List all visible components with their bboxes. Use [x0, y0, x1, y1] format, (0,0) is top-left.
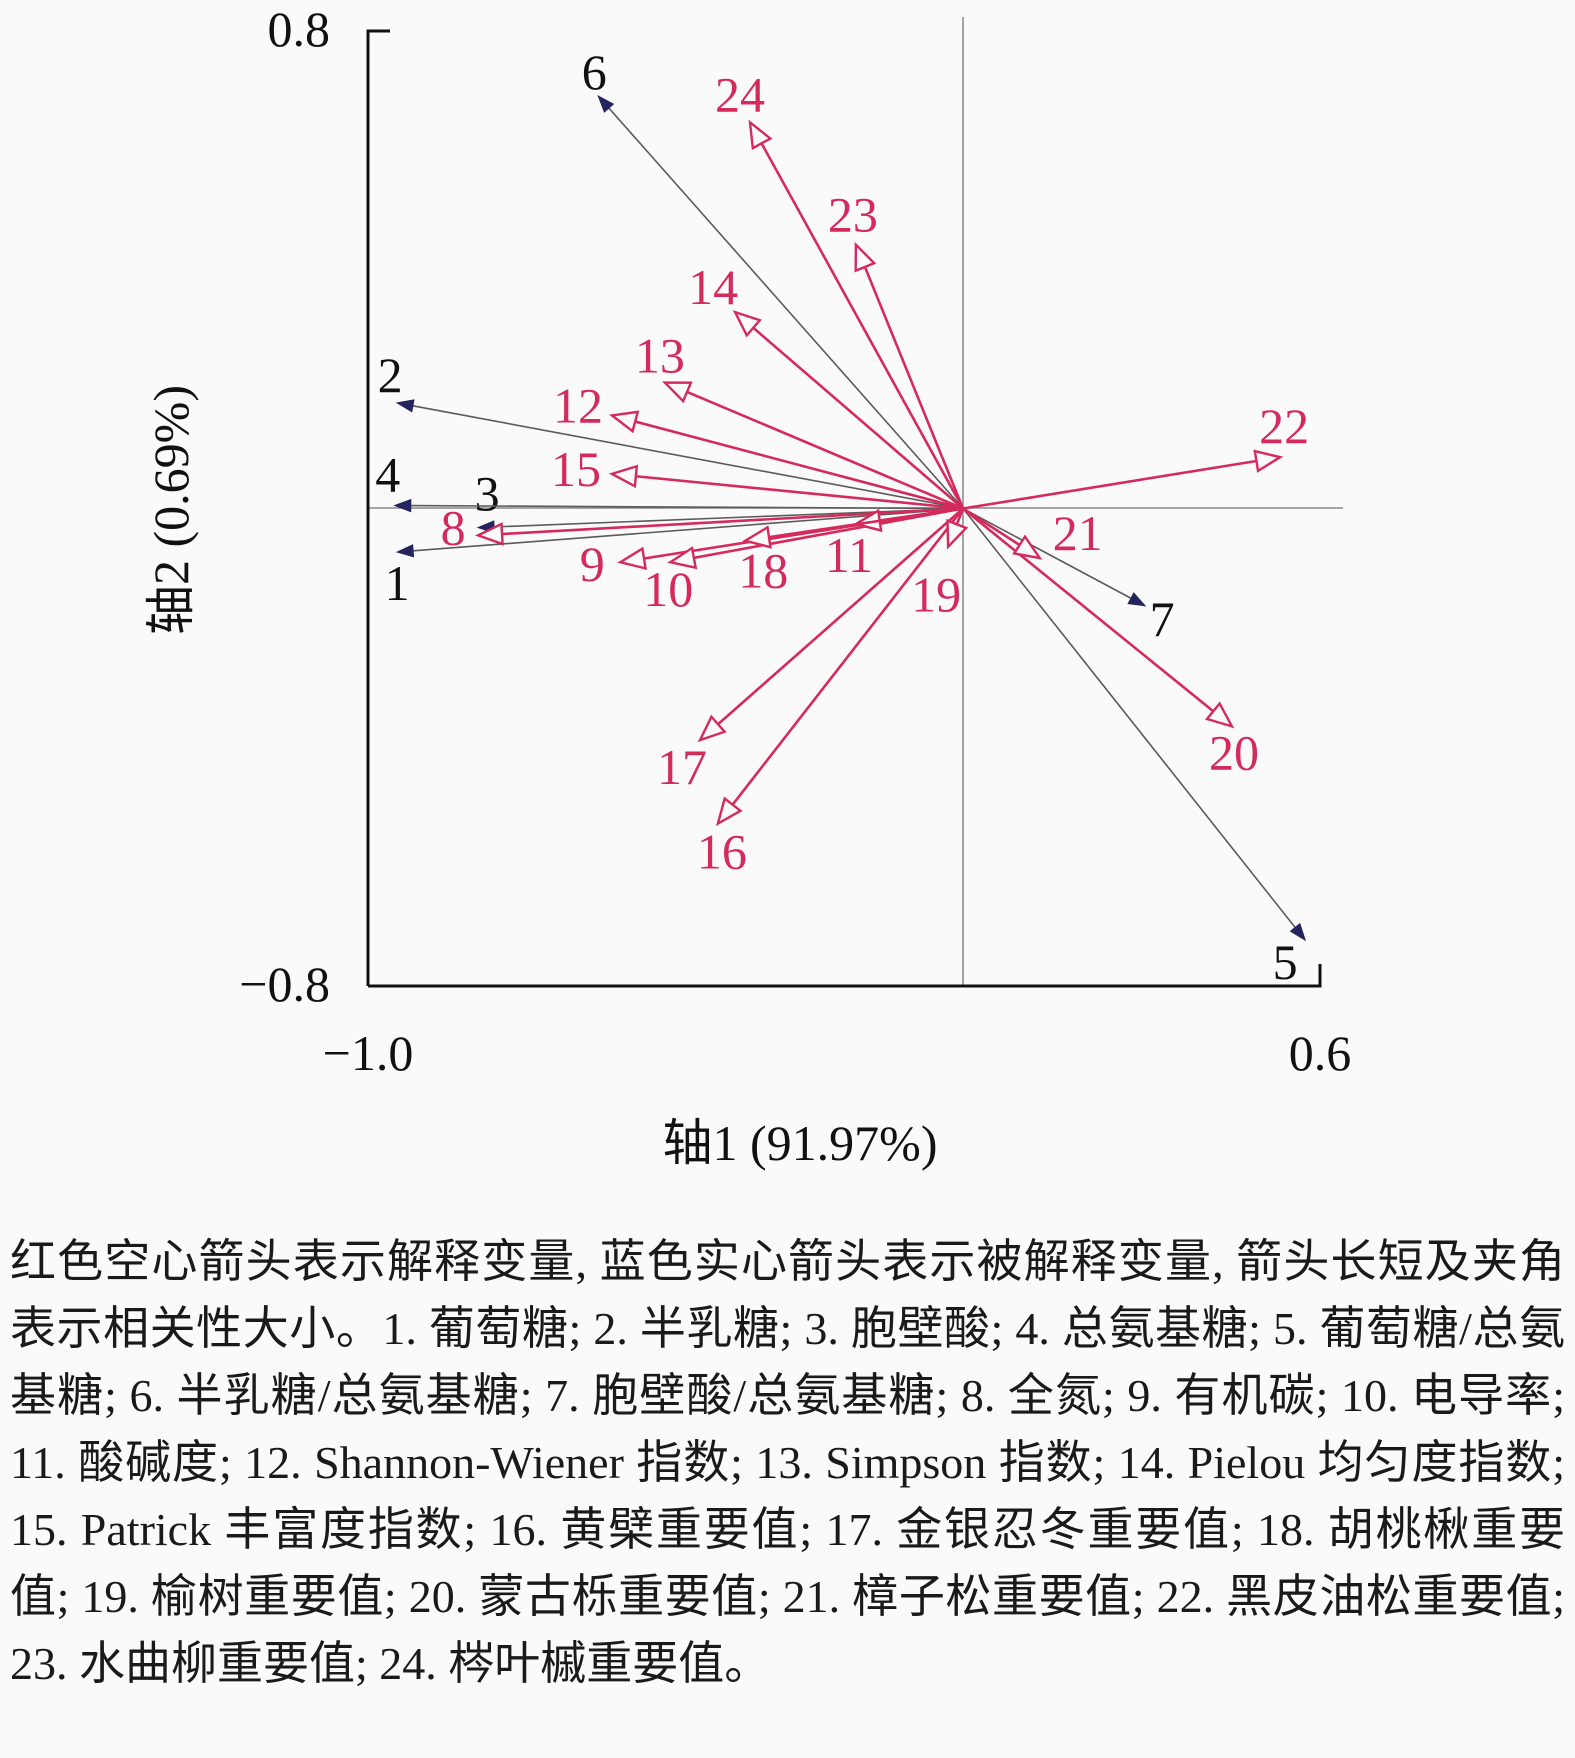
- vector-line-17: [717, 507, 964, 726]
- vector-10: 10: [643, 507, 964, 617]
- arrowhead-9: [617, 546, 648, 570]
- vector-label-6: 6: [582, 44, 607, 100]
- vector-label-19: 19: [911, 567, 961, 623]
- vector-16: 16: [697, 507, 965, 880]
- arrowhead-4: [393, 498, 412, 513]
- vector-14: 14: [688, 259, 964, 510]
- vector-line-5: [962, 508, 1296, 928]
- arrowhead-8: [474, 522, 504, 546]
- vector-line-13: [686, 390, 964, 510]
- vector-21: 21: [962, 505, 1103, 561]
- vector-line-22: [962, 459, 1257, 510]
- vector-23: 23: [828, 187, 965, 509]
- vector-label-11: 11: [825, 527, 873, 583]
- vector-line-16: [731, 507, 965, 806]
- arrowhead-13: [662, 381, 693, 404]
- arrowhead-21: [1012, 534, 1043, 560]
- arrowhead-22: [1253, 449, 1284, 473]
- x-axis-title: 轴1 (91.97%): [663, 1115, 938, 1171]
- arrowhead-6: [597, 94, 615, 113]
- vector-line-18: [768, 507, 964, 539]
- vector-label-10: 10: [643, 561, 693, 617]
- vector-label-12: 12: [553, 377, 603, 433]
- vector-label-14: 14: [688, 259, 738, 315]
- arrowhead-12: [608, 410, 640, 434]
- vector-label-1: 1: [385, 555, 410, 611]
- vector-label-16: 16: [697, 824, 747, 880]
- vector-label-15: 15: [551, 441, 601, 497]
- vector-4: 4: [375, 447, 964, 513]
- vector-line-23: [863, 266, 965, 509]
- x-tick-label-right: 0.6: [1289, 1025, 1352, 1081]
- arrowhead-1: [395, 544, 415, 558]
- axes: 0.8 −0.8 −1.0 0.6 轴1 (91.97%) 轴2 (0.69%): [143, 1, 1351, 1171]
- vector-line-6: [608, 107, 964, 510]
- arrowhead-20: [1204, 701, 1235, 729]
- vector-label-13: 13: [635, 328, 685, 384]
- vector-13: 13: [635, 328, 964, 510]
- arrowhead-15: [608, 464, 639, 489]
- biplot-chart: 0.8 −0.8 −1.0 0.6 轴1 (91.97%) 轴2 (0.69%)…: [143, 1, 1351, 1171]
- vector-label-23: 23: [828, 187, 878, 243]
- vector-19: 19: [911, 508, 969, 623]
- vector-label-4: 4: [375, 447, 400, 503]
- vector-17: 17: [657, 507, 964, 795]
- vector-18: 18: [738, 507, 964, 599]
- arrowhead-16: [715, 796, 743, 827]
- vector-line-4: [410, 504, 964, 510]
- arrowhead-24: [748, 119, 773, 151]
- x-tick-label-left: −1.0: [323, 1025, 414, 1081]
- vector-label-3: 3: [475, 466, 500, 522]
- arrowhead-10: [667, 546, 698, 570]
- arrowhead-19: [946, 518, 969, 550]
- vector-line-21: [962, 507, 1021, 547]
- vector-22: 22: [962, 398, 1309, 510]
- vector-15: 15: [551, 441, 964, 510]
- arrowhead-17: [697, 714, 727, 743]
- arrowhead-23: [854, 241, 877, 273]
- vector-20: 20: [962, 507, 1259, 780]
- vector-line-24: [760, 142, 965, 510]
- vector-2: 2: [378, 347, 964, 510]
- x-axis-line: [368, 964, 1322, 988]
- vector-label-17: 17: [657, 739, 707, 795]
- vector-5: 5: [962, 508, 1307, 990]
- vector-line-20: [962, 507, 1215, 713]
- vector-line-15: [635, 474, 964, 510]
- arrowhead-7: [1127, 592, 1147, 607]
- vector-label-8: 8: [441, 499, 466, 555]
- y-axis-line: [366, 29, 390, 986]
- vector-label-7: 7: [1150, 591, 1175, 647]
- arrowhead-18: [742, 525, 772, 549]
- y-tick-label-top: 0.8: [268, 1, 331, 57]
- vector-label-5: 5: [1273, 934, 1298, 990]
- vector-line-14: [752, 326, 964, 510]
- arrowhead-14: [732, 310, 762, 338]
- vector-label-9: 9: [580, 536, 605, 592]
- y-tick-label-bottom: −0.8: [239, 956, 330, 1012]
- vector-8: 8: [441, 499, 964, 555]
- arrowhead-5: [1289, 922, 1307, 942]
- vector-7: 7: [962, 507, 1175, 647]
- vector-label-2: 2: [378, 347, 403, 403]
- vector-line-19: [955, 508, 965, 525]
- vector-24: 24: [715, 66, 965, 510]
- vector-label-24: 24: [715, 66, 765, 122]
- vector-label-21: 21: [1053, 505, 1103, 561]
- vector-12: 12: [553, 377, 964, 510]
- arrowhead-2: [395, 399, 415, 413]
- vector-label-22: 22: [1259, 398, 1309, 454]
- vector-label-20: 20: [1209, 724, 1259, 780]
- figure-caption: 红色空心箭头表示解释变量, 蓝色实心箭头表示被解释变量, 箭头长短及夹角表示相关…: [10, 1236, 1565, 1689]
- vector-line-10: [693, 507, 964, 560]
- y-axis-title: 轴2 (0.69%): [143, 385, 199, 635]
- vector-line-7: [962, 507, 1132, 599]
- vector-6: 6: [582, 44, 964, 510]
- vector-label-18: 18: [738, 543, 788, 599]
- vector-1: 1: [385, 507, 964, 611]
- vector-line-8: [501, 507, 964, 536]
- vector-line-2: [412, 405, 964, 510]
- vector-line-12: [634, 420, 964, 510]
